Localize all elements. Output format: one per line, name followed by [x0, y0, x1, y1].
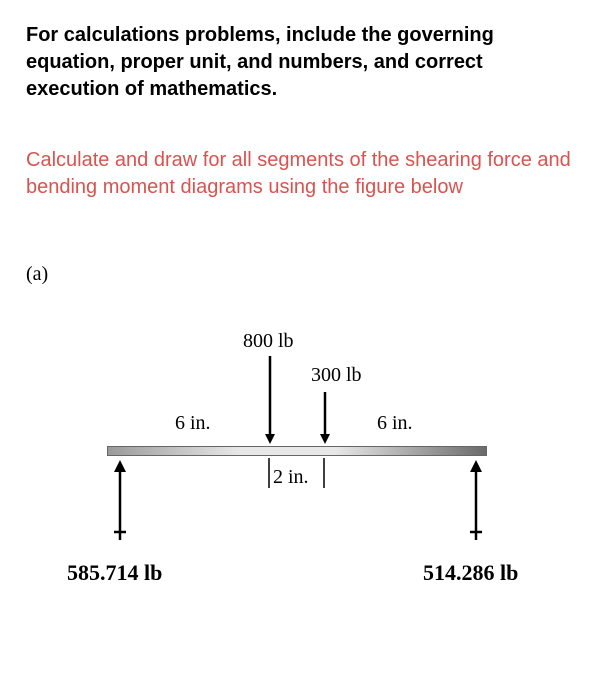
dimension-right: 6 in. [377, 412, 413, 435]
load-label-800: 800 lb [243, 330, 294, 353]
problem-statement: Calculate and draw for all segments of t… [26, 147, 578, 201]
reaction-label-left: 585.714 lb [67, 560, 162, 586]
beam-diagram: 800 lb 300 lb 6 in. 6 in. 2 in. 585.714 … [27, 326, 577, 606]
part-label: (a) [26, 263, 578, 286]
reaction-arrow-left-icon [114, 460, 126, 540]
dimension-tick-left-icon [267, 458, 271, 488]
load-arrow-800-icon [265, 356, 275, 444]
load-label-300: 300 lb [311, 364, 362, 387]
reaction-label-right: 514.286 lb [423, 560, 518, 586]
beam [107, 446, 487, 456]
reaction-arrow-right-icon [470, 460, 482, 540]
dimension-mid: 2 in. [273, 466, 309, 489]
instruction-text: For calculations problems, include the g… [26, 22, 578, 103]
dimension-left: 6 in. [175, 412, 211, 435]
dimension-tick-right-icon [322, 458, 326, 488]
load-arrow-300-icon [320, 392, 330, 444]
